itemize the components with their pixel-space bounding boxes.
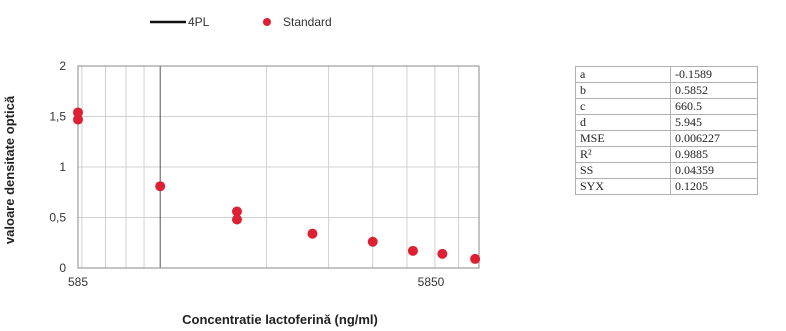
- y-tick-label: 1,5: [49, 110, 66, 124]
- param-key: a: [575, 66, 671, 83]
- param-row: d 5.945: [575, 114, 758, 131]
- param-key: b: [575, 82, 671, 99]
- standard-point: [470, 253, 481, 264]
- param-value: 0.1205: [670, 178, 758, 195]
- param-value: -0.1589: [670, 66, 758, 83]
- standard-point: [437, 248, 448, 259]
- param-row: c 660.5: [575, 98, 758, 115]
- param-key: SYX: [575, 178, 671, 195]
- param-key: SS: [575, 162, 671, 179]
- param-value: 660.5: [670, 98, 758, 115]
- legend: 4PL Standard: [150, 15, 332, 29]
- y-axis-ticks: 0 0,5 1 1,5 2: [49, 59, 66, 275]
- y-tick-label: 0: [59, 261, 66, 275]
- standard-points: [73, 107, 481, 264]
- y-axis-title: valoare densitate optică: [2, 95, 17, 244]
- param-row: SS 0.04359: [575, 162, 758, 179]
- x-axis-ticks: 585 5850: [68, 275, 445, 289]
- standard-point: [367, 236, 378, 247]
- param-row: SYX 0.1205: [575, 178, 758, 195]
- legend-standard-swatch: [263, 18, 271, 26]
- param-key: d: [575, 114, 671, 131]
- standard-point: [73, 107, 83, 118]
- param-key: R²: [575, 146, 671, 163]
- x-tick-label: 585: [68, 275, 88, 289]
- x-tick-label: 5850: [418, 275, 445, 289]
- standard-point: [231, 206, 242, 217]
- y-tick-label: 2: [59, 59, 66, 73]
- standard-curve-chart: 0 0,5 1 1,5 2 585 5850 4PL Standard valoare d…: [2, 15, 481, 327]
- param-value: 5.945: [670, 114, 758, 131]
- param-row: MSE 0.006227: [575, 130, 758, 147]
- param-row: R² 0.9885: [575, 146, 758, 163]
- param-value: 0.006227: [670, 130, 758, 147]
- standard-point: [73, 114, 83, 125]
- legend-4pl-label: 4PL: [188, 15, 210, 29]
- plot-area-frame: [77, 65, 480, 269]
- fit-parameters-table: a -0.1589 b 0.5852 c 660.5 d 5.945 MSE 0.006227 R²…: [575, 66, 758, 195]
- param-key: c: [575, 98, 671, 115]
- standard-point: [155, 181, 166, 192]
- standard-point: [231, 214, 242, 225]
- param-value: 0.04359: [670, 162, 758, 179]
- param-value: 0.9885: [670, 146, 758, 163]
- legend-standard-label: Standard: [283, 15, 332, 29]
- standard-point: [407, 245, 418, 256]
- chart-grid: [78, 65, 479, 269]
- x-axis-title: Concentratie lactoferină (ng/ml): [182, 312, 378, 327]
- standard-point: [307, 228, 318, 239]
- param-row: b 0.5852: [575, 82, 758, 99]
- param-row: a -0.1589: [575, 66, 758, 83]
- y-tick-label: 1: [59, 160, 66, 174]
- y-tick-label: 0,5: [49, 211, 66, 225]
- param-key: MSE: [575, 130, 671, 147]
- param-value: 0.5852: [670, 82, 758, 99]
